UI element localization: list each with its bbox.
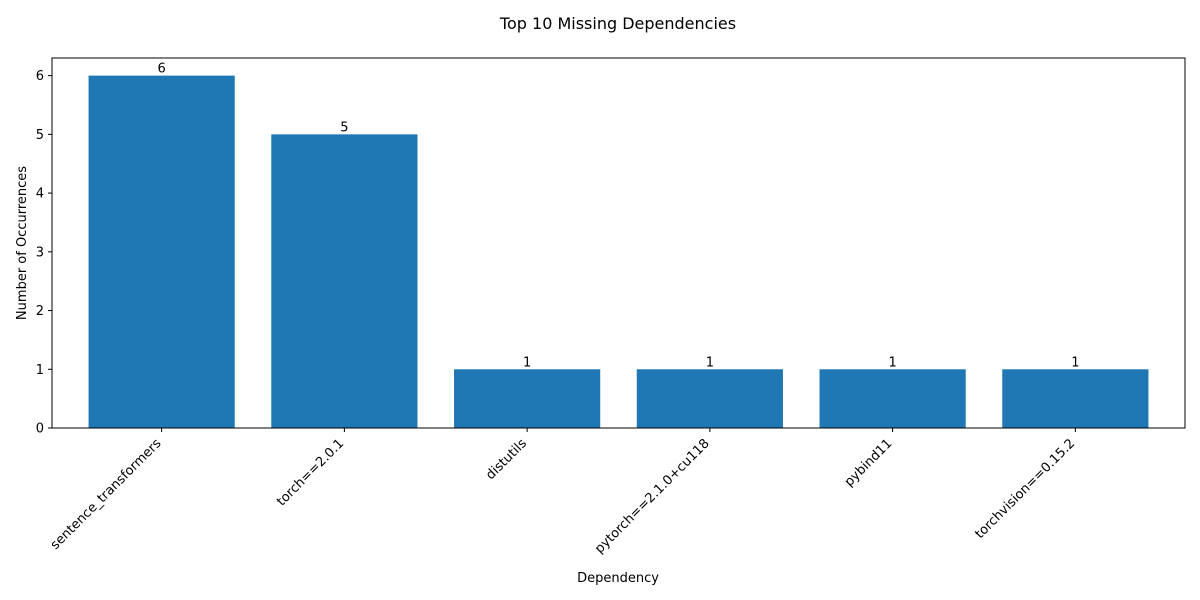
bar: [636, 369, 783, 428]
bar-value-label: 1: [706, 355, 714, 370]
plot-area: 0 1 2 3 4 5 6 6 sentence_transformers 5 torch==2.0…: [36, 62, 1149, 557]
y-tick-label: 6: [36, 69, 44, 84]
plot-frame: [51, 57, 1186, 429]
x-tick-label: pybind11: [842, 436, 896, 490]
y-tick-label: 2: [36, 304, 44, 319]
bar: [819, 369, 966, 428]
y-tick-label: 5: [36, 128, 44, 143]
bar-value-label: 1: [888, 355, 896, 370]
bar: [1002, 369, 1149, 428]
x-tick-label: sentence_transformers: [48, 436, 165, 553]
y-tick-label: 3: [36, 245, 44, 260]
bar-value-label: 6: [158, 62, 166, 77]
y-tick-label: 0: [36, 422, 44, 437]
bar-value-label: 5: [340, 120, 348, 135]
x-tick-label: torchvision==0.15.2: [972, 436, 1078, 542]
bar-value-label: 1: [1071, 355, 1079, 370]
chart-title: Top 10 Missing Dependencies: [499, 14, 736, 33]
bar-value-label: 1: [523, 355, 531, 370]
x-axis-label: Dependency: [577, 571, 659, 586]
bar: [88, 75, 235, 428]
x-tick-label: pytorch==2.1.0+cu118: [592, 436, 712, 556]
y-axis-label: Number of Occurrences: [15, 166, 30, 320]
x-tick-label: torch==2.0.1: [274, 436, 347, 509]
bar: [454, 369, 601, 428]
y-tick-label: 4: [36, 187, 44, 202]
x-tick-label: distutils: [483, 436, 530, 483]
bar: [271, 134, 418, 428]
y-tick-label: 1: [36, 363, 44, 378]
